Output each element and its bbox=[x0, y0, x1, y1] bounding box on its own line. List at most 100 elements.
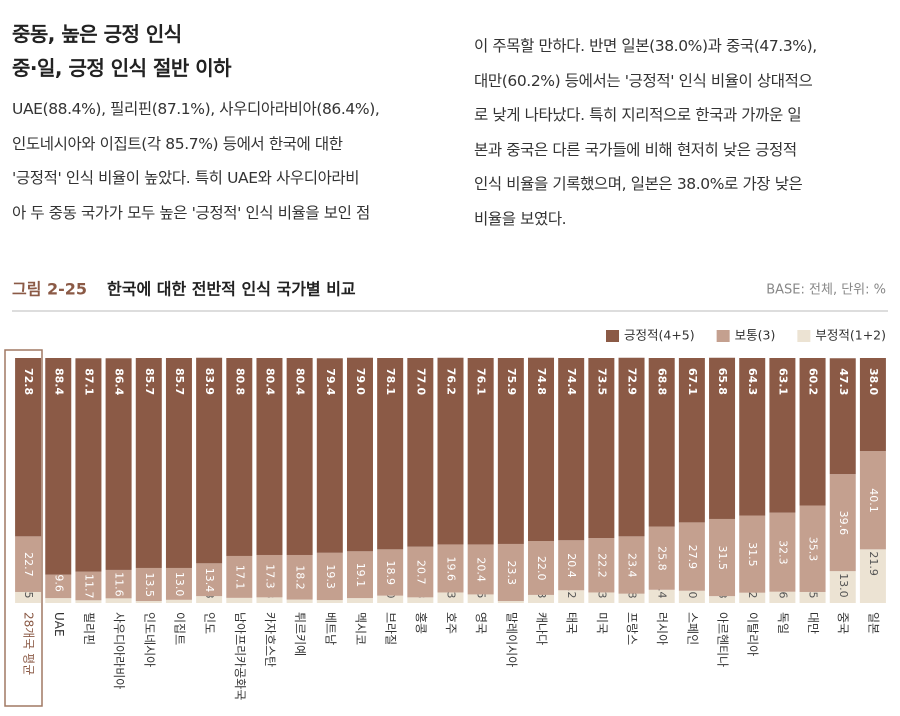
bar-segment bbox=[558, 540, 585, 591]
bar-segment bbox=[437, 357, 464, 545]
x-tick-label: 베트남 bbox=[323, 612, 337, 645]
bar-segment bbox=[558, 358, 585, 541]
bar-segment bbox=[859, 549, 886, 603]
bar-segment bbox=[135, 601, 162, 603]
x-tick-label: 사우디아라비아 bbox=[112, 612, 126, 689]
value-label: 23.3 bbox=[505, 560, 518, 585]
bar-segment bbox=[75, 600, 102, 603]
x-tick-label: UAE bbox=[52, 612, 66, 637]
value-label: 9.6 bbox=[52, 574, 65, 592]
text-line: 인도네시아와 이집트(각 85.7%) 등에서 한국에 대한 bbox=[12, 134, 343, 153]
bar-segment bbox=[45, 574, 72, 599]
value-label: 38.0 bbox=[867, 368, 880, 395]
value-label: 40.1 bbox=[867, 488, 880, 513]
x-tick-label: 러시아 bbox=[655, 612, 669, 645]
legend-swatch bbox=[797, 330, 811, 342]
bar-segment bbox=[105, 358, 132, 570]
bar-segment bbox=[316, 552, 343, 601]
value-label: 11.6 bbox=[113, 572, 126, 597]
bar-segment bbox=[226, 555, 253, 598]
bar-segment bbox=[196, 357, 223, 564]
bar-segment bbox=[316, 358, 343, 553]
bar-segment bbox=[859, 451, 886, 550]
value-label: 85.7 bbox=[143, 368, 156, 395]
bar-segment bbox=[346, 551, 373, 599]
x-tick-label: 프랑스 bbox=[625, 612, 639, 645]
bar-segment bbox=[558, 590, 585, 603]
value-label: 68.8 bbox=[656, 368, 669, 395]
text-line: 아 두 중동 국가가 모두 높은 '긍정적' 인식 비율을 보인 점 bbox=[12, 203, 370, 222]
highlight-box bbox=[4, 349, 43, 707]
bar-segment bbox=[588, 358, 615, 539]
value-label: 47.3 bbox=[837, 368, 850, 395]
body-text: 이 주목할 만하다. 반면 일본(38.0%)과 중국(47.3%), 대만(60… bbox=[474, 29, 817, 236]
value-label: 80.4 bbox=[294, 368, 307, 395]
value-label: 79.4 bbox=[324, 368, 337, 395]
figure-label: 그림 2-25 bbox=[12, 280, 87, 299]
bar-segment bbox=[105, 569, 132, 599]
x-tick-label: 남아프리카공화국 bbox=[233, 612, 247, 700]
bar-segment bbox=[196, 596, 223, 603]
bar-segment bbox=[286, 358, 313, 555]
bar-segment bbox=[769, 591, 796, 603]
bar-segment bbox=[618, 593, 645, 603]
x-tick-label: 멕시코 bbox=[353, 612, 367, 645]
bar-segment bbox=[377, 358, 404, 550]
text-line: 인식 비율을 기록했으며, 일본은 38.0%로 가장 낮은 bbox=[474, 175, 803, 193]
value-label: 11.7 bbox=[82, 574, 95, 599]
bar-segment bbox=[709, 357, 736, 519]
bar-segment bbox=[829, 571, 856, 603]
bar-segment bbox=[75, 358, 102, 572]
x-tick-label: 말레이시아 bbox=[504, 612, 518, 667]
value-label: 25.8 bbox=[656, 546, 669, 571]
value-label: 79.0 bbox=[354, 368, 367, 395]
bar-segment bbox=[437, 592, 464, 603]
value-label: 35.3 bbox=[807, 537, 820, 562]
value-label: 73.5 bbox=[595, 368, 608, 395]
bar-segment bbox=[346, 598, 373, 603]
value-label: 80.8 bbox=[233, 368, 246, 395]
x-tick-label: 이집트 bbox=[172, 612, 186, 645]
bar-segment bbox=[165, 567, 192, 600]
bar-segment bbox=[105, 598, 132, 603]
bar-segment bbox=[739, 358, 766, 516]
bar-segment bbox=[588, 538, 615, 593]
value-label: 20.7 bbox=[414, 560, 427, 585]
x-tick-label: 캐나다 bbox=[535, 612, 549, 645]
bar-segment bbox=[256, 554, 283, 598]
legend-label: 보통(3) bbox=[735, 328, 776, 343]
value-label: 22.2 bbox=[595, 553, 608, 578]
bar-segment bbox=[678, 590, 705, 603]
bar-segment bbox=[407, 546, 434, 598]
bar-segment bbox=[739, 515, 766, 593]
bar-segment bbox=[256, 358, 283, 555]
value-label: 19.3 bbox=[324, 564, 337, 589]
value-label: 78.1 bbox=[384, 368, 397, 395]
value-label: 77.0 bbox=[414, 368, 427, 395]
value-label: 88.4 bbox=[52, 368, 65, 395]
bar-segment bbox=[226, 597, 253, 603]
text-line: '긍정적' 인식 비율이 높았다. 특히 UAE와 사우디아라비 bbox=[12, 169, 360, 187]
bar-segment bbox=[286, 599, 313, 603]
bar-segment bbox=[196, 563, 223, 597]
bar-segment bbox=[588, 592, 615, 603]
x-tick-label: 브라질 bbox=[384, 612, 398, 645]
bar-segment bbox=[256, 597, 283, 603]
value-label: 32.3 bbox=[776, 540, 789, 565]
bar-segment bbox=[769, 512, 796, 592]
value-label: 13.5 bbox=[143, 573, 156, 598]
x-tick-label: 인도네시아 bbox=[142, 612, 156, 667]
bar-segment bbox=[346, 357, 373, 552]
text-line: 비율을 보였다. bbox=[474, 209, 567, 228]
bar-segment bbox=[135, 358, 162, 568]
value-label: 18.2 bbox=[294, 565, 307, 590]
legend-swatch bbox=[606, 330, 619, 342]
value-label: 67.1 bbox=[686, 368, 699, 395]
legend-label: 부정적(1+2) bbox=[815, 328, 886, 343]
bar-segment bbox=[769, 358, 796, 513]
value-label: 65.8 bbox=[716, 368, 729, 395]
bar-segment bbox=[165, 599, 192, 603]
bar-segment bbox=[528, 541, 555, 595]
value-label: 74.4 bbox=[565, 368, 578, 395]
bar-segment bbox=[829, 358, 856, 475]
